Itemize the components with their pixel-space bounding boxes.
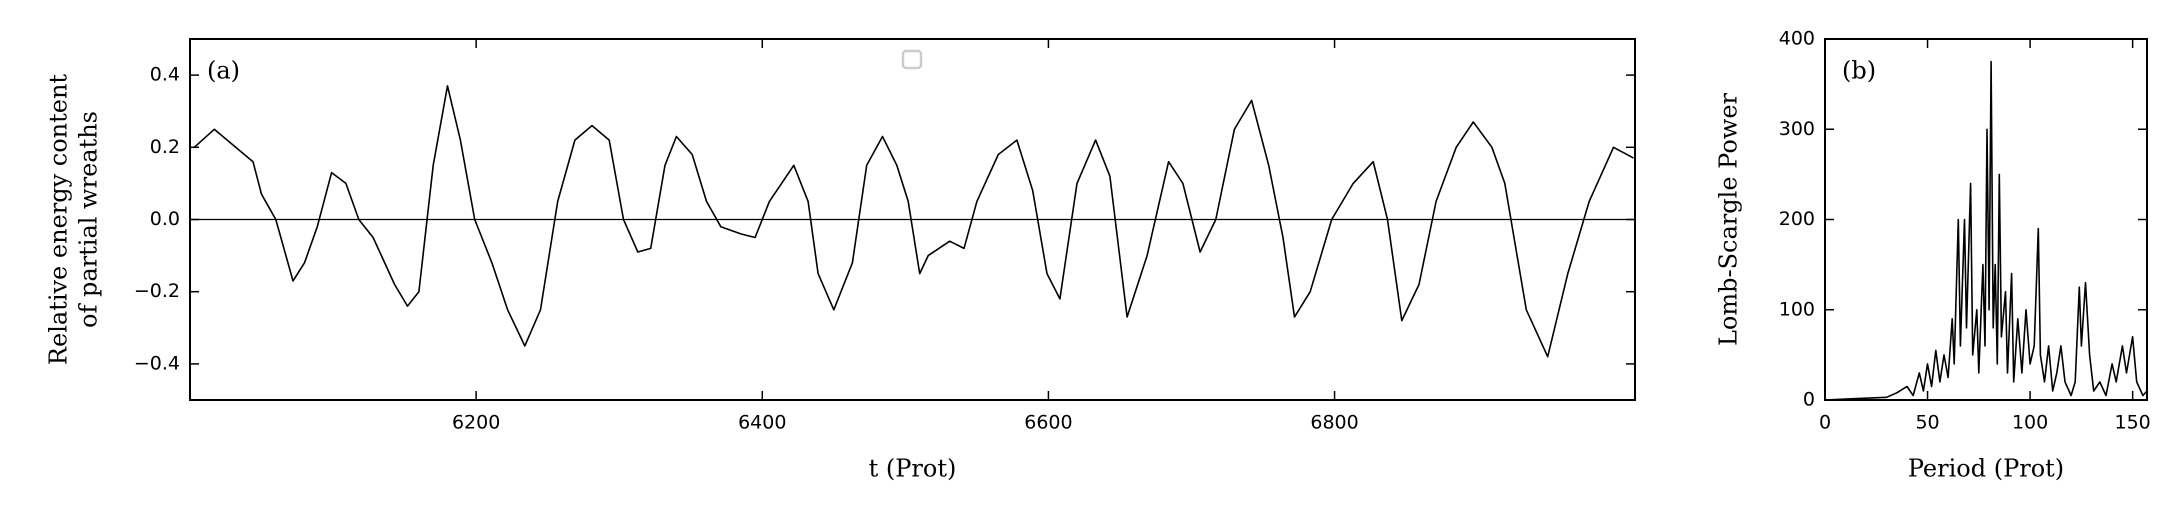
- y-tick-label: −0.4: [134, 352, 180, 374]
- x-tick-label: 0: [1819, 412, 1831, 434]
- x-tick-label: 50: [1915, 412, 1939, 434]
- x-tick-label: 150: [2115, 412, 2151, 434]
- x-tick-label: 6800: [1310, 412, 1358, 434]
- y-tick-label: −0.2: [134, 280, 180, 302]
- data-line: [193, 85, 1634, 358]
- x-tick-label: 6200: [452, 412, 500, 434]
- y-tick-label: 400: [1779, 28, 1815, 50]
- data-line: [1824, 60, 2148, 401]
- x-tick-label: 6400: [738, 412, 786, 434]
- x-tick-label: 6600: [1024, 412, 1072, 434]
- y-tick-label: 0: [1803, 389, 1815, 411]
- empty-legend: [901, 49, 923, 70]
- y-tick-label: 0.0: [150, 208, 180, 230]
- y-axis-label: Lomb-Scargle Power: [1715, 92, 1743, 346]
- y-tick-label: 0.4: [150, 64, 180, 86]
- y-tick-label: 200: [1779, 208, 1815, 230]
- panel-label: (a): [207, 57, 240, 85]
- y-axis-label: Relative energy content: [45, 74, 73, 366]
- y-tick-label: 100: [1779, 298, 1815, 320]
- panel-label: (b): [1842, 57, 1876, 85]
- x-tick-label: 100: [2012, 412, 2048, 434]
- x-axis-label: Period (Prot): [1908, 455, 2064, 483]
- x-axis-label: t (Prot): [869, 455, 957, 483]
- y-axis-label: of partial wreaths: [75, 111, 103, 328]
- y-tick-label: 0.2: [150, 136, 180, 158]
- y-tick-label: 300: [1779, 118, 1815, 140]
